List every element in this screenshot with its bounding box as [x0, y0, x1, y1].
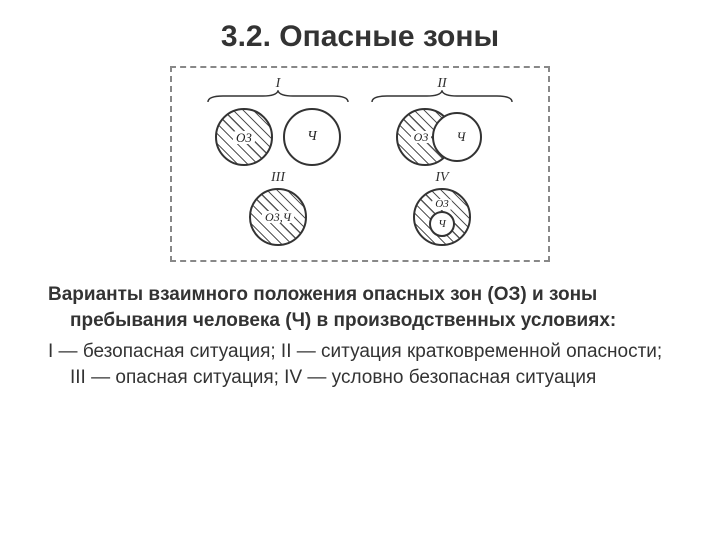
brace-icon	[203, 90, 353, 104]
circle-label: Ч	[438, 218, 446, 230]
brace-group-1: I	[203, 76, 353, 104]
variant-1: О3 Ч	[203, 108, 353, 166]
variant-label-3: III	[203, 170, 353, 186]
row2-labels: III IV	[188, 166, 532, 188]
ch-circle: Ч	[432, 112, 482, 162]
top-row: О3 Ч О3 Ч	[188, 108, 532, 166]
ch-circle: Ч	[283, 108, 341, 166]
circle-label: Ч	[307, 129, 317, 145]
oz-circle: О3	[215, 108, 273, 166]
brace-group-2: II	[367, 76, 517, 104]
ch-inner-circle: Ч	[429, 211, 455, 237]
variant-label-4: IV	[367, 170, 517, 186]
diagram-container: I II О3 Ч О3 Ч	[170, 66, 550, 262]
legend-paragraph: I — безопасная ситуация; II — ситуация к…	[48, 339, 680, 390]
circle-label: Ч	[457, 129, 466, 145]
variant-3: О3,Ч	[203, 188, 353, 246]
brace-icon	[367, 90, 517, 104]
circle-label: О3,Ч	[262, 211, 294, 223]
ozch-circle: О3,Ч	[249, 188, 307, 246]
brace-row: I II	[188, 76, 532, 104]
circle-label: О3	[233, 131, 255, 144]
page-title: 3.2. Опасные зоны	[40, 20, 680, 54]
variant-2: О3 Ч	[367, 108, 517, 166]
bold-paragraph: Варианты взаимного положения опасных зон…	[48, 282, 680, 333]
text-block: Варианты взаимного положения опасных зон…	[40, 282, 680, 391]
oz-outer-circle: О3 Ч	[413, 188, 471, 246]
variant-4: О3 Ч	[367, 188, 517, 246]
circle-label: О3	[432, 199, 451, 210]
bottom-row: О3,Ч О3 Ч	[188, 188, 532, 246]
circle-label: О3	[411, 131, 432, 143]
